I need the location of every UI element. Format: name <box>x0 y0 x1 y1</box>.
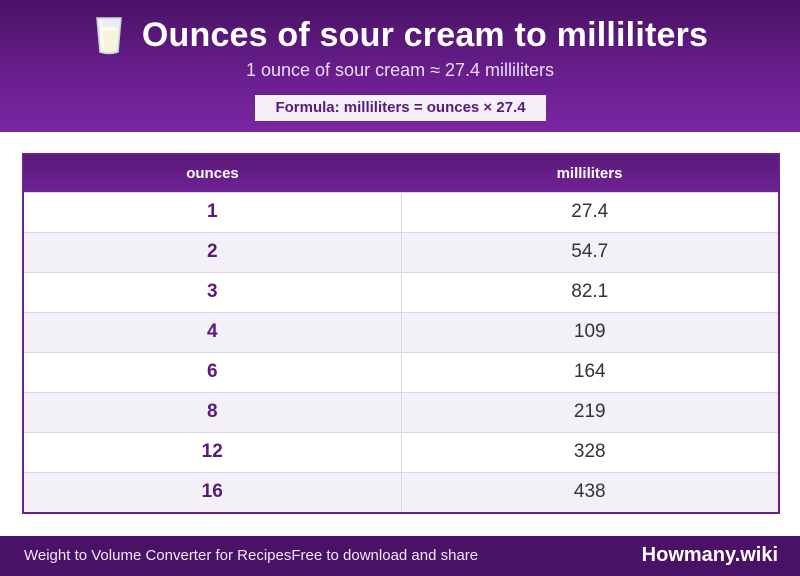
ounces-cell: 1 <box>24 191 402 232</box>
milliliters-cell: 219 <box>401 391 778 432</box>
brand-link[interactable]: Howmany.wiki <box>641 544 778 566</box>
page-subtitle: 1 ounce of sour cream ≈ 27.4 milliliters <box>245 60 554 80</box>
table-row: 6 164 <box>24 351 778 392</box>
column-header-milliliters: milliliters <box>556 164 623 182</box>
milliliters-cell: 438 <box>401 471 778 512</box>
footer-tagline: Weight to Volume Converter for RecipesFr… <box>24 547 479 564</box>
milliliters-cell: 164 <box>401 351 778 392</box>
table-header-row: ounces milliliters <box>24 155 778 192</box>
milliliters-cell: 328 <box>401 431 778 472</box>
conversion-table: ounces milliliters 1 27.4 2 54.7 3 82.1 … <box>22 153 780 514</box>
table-row: 2 54.7 <box>24 231 778 272</box>
header: Ounces of sour cream to milliliters 1 ou… <box>0 0 800 132</box>
milliliters-cell: 109 <box>401 311 778 352</box>
ounces-cell: 3 <box>24 271 402 312</box>
footer: Weight to Volume Converter for RecipesFr… <box>0 536 800 576</box>
milliliters-cell: 82.1 <box>401 271 778 312</box>
table-row: 8 219 <box>24 391 778 432</box>
ounces-cell: 16 <box>24 471 402 512</box>
ounces-cell: 2 <box>24 231 402 272</box>
ounces-cell: 12 <box>24 431 402 472</box>
title-row: Ounces of sour cream to milliliters <box>0 12 800 58</box>
table-row: 16 438 <box>24 471 778 512</box>
table-row: 3 82.1 <box>24 271 778 312</box>
formula-badge: Formula: milliliters = ounces × 27.4 <box>255 95 546 121</box>
ounces-cell: 4 <box>24 311 402 352</box>
table-row: 4 109 <box>24 311 778 352</box>
ounces-cell: 6 <box>24 351 402 392</box>
table-row: 1 27.4 <box>24 191 778 232</box>
milliliters-cell: 27.4 <box>401 191 778 232</box>
milliliters-cell: 54.7 <box>401 231 778 272</box>
page-title: Ounces of sour cream to milliliters <box>141 15 709 54</box>
ounces-cell: 8 <box>24 391 402 432</box>
milk-glass-icon <box>92 15 126 55</box>
table-row: 12 328 <box>24 431 778 472</box>
column-header-ounces: ounces <box>186 164 239 182</box>
